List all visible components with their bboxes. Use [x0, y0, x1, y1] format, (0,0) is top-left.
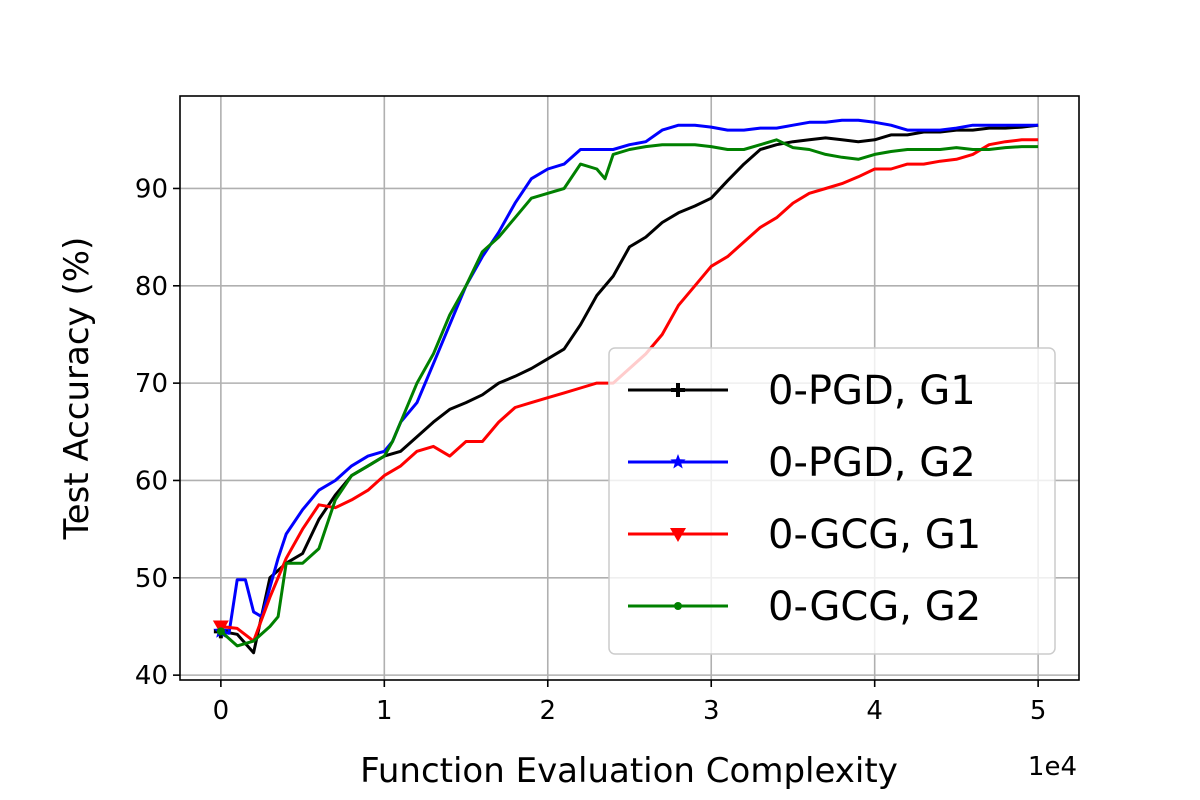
x-tick-label: 1 [376, 696, 393, 726]
legend-label-1: 0-PGD, G1 [768, 368, 976, 414]
legend-marker-3 [670, 528, 686, 542]
series-line-4 [219, 138, 1039, 648]
y-tick-label: 60 [135, 466, 168, 496]
legend-label-2: 0-PGD, G2 [768, 440, 976, 486]
y-tick-label: 80 [135, 272, 168, 302]
axis-ticks: 0 1 2 3 4 5 40 50 60 70 80 90 [135, 174, 1047, 726]
x-tick-label: 5 [1030, 696, 1047, 726]
series-start-marker [216, 627, 225, 636]
plot-frame [179, 95, 1080, 681]
y-tick-label: 40 [135, 661, 168, 691]
x-axis-offset-label: 1e4 [1028, 752, 1077, 782]
series-line-2 [220, 118, 1039, 635]
y-tick-label: 70 [135, 369, 168, 399]
legend-marker-2 [670, 454, 686, 469]
legend-label-4: 0-GCG, G2 [768, 584, 981, 630]
legend-marker-4 [674, 602, 682, 610]
legend-label-3: 0-GCG, G1 [768, 512, 981, 558]
legend-marker-1 [671, 383, 685, 397]
x-tick-label: 3 [703, 696, 720, 726]
y-axis-label: Test Accuracy (%) [57, 237, 97, 541]
x-tick-label: 2 [539, 696, 556, 726]
x-axis-label: Function Evaluation Complexity [360, 751, 898, 791]
legend-frame [608, 347, 1056, 655]
legend: 0-PGD, G1 0-PGD, G2 0-GCG, G1 0-GCG, G2 [608, 347, 1056, 655]
y-tick-label: 50 [135, 564, 168, 594]
y-tick-label: 90 [135, 174, 168, 204]
x-tick-label: 0 [213, 696, 230, 726]
x-tick-label: 4 [866, 696, 883, 726]
